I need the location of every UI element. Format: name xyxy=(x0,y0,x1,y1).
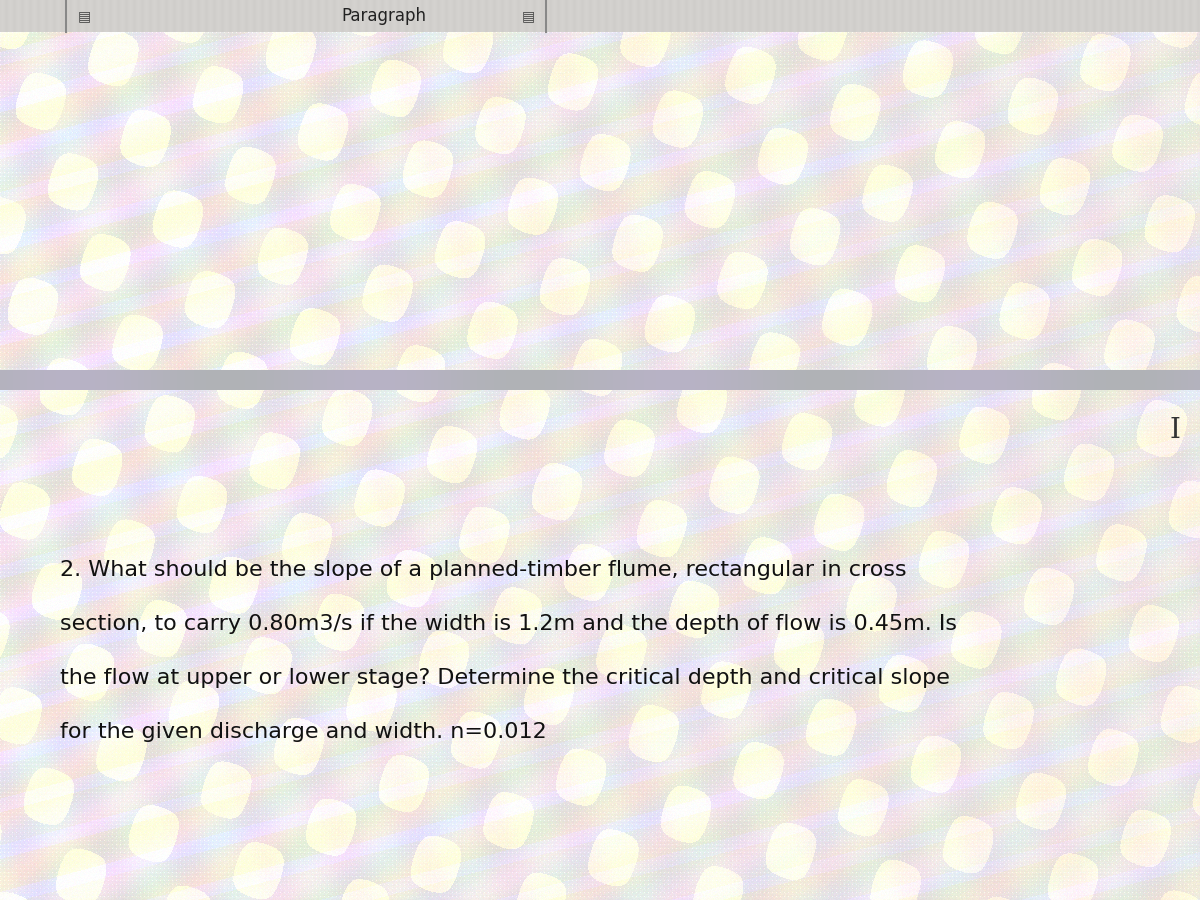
Text: ▤: ▤ xyxy=(522,9,534,23)
Text: the flow at upper or lower stage? Determine the critical depth and critical slop: the flow at upper or lower stage? Determ… xyxy=(60,668,950,688)
Text: I: I xyxy=(1170,417,1181,444)
Text: for the given discharge and width. n=0.012: for the given discharge and width. n=0.0… xyxy=(60,722,547,742)
Text: 2. What should be the slope of a planned-timber flume, rectangular in cross: 2. What should be the slope of a planned… xyxy=(60,560,907,580)
Text: Paragraph: Paragraph xyxy=(342,7,426,25)
Text: section, to carry 0.80m3/s if the width is 1.2m and the depth of flow is 0.45m. : section, to carry 0.80m3/s if the width … xyxy=(60,614,958,634)
Text: ▤: ▤ xyxy=(78,9,90,23)
